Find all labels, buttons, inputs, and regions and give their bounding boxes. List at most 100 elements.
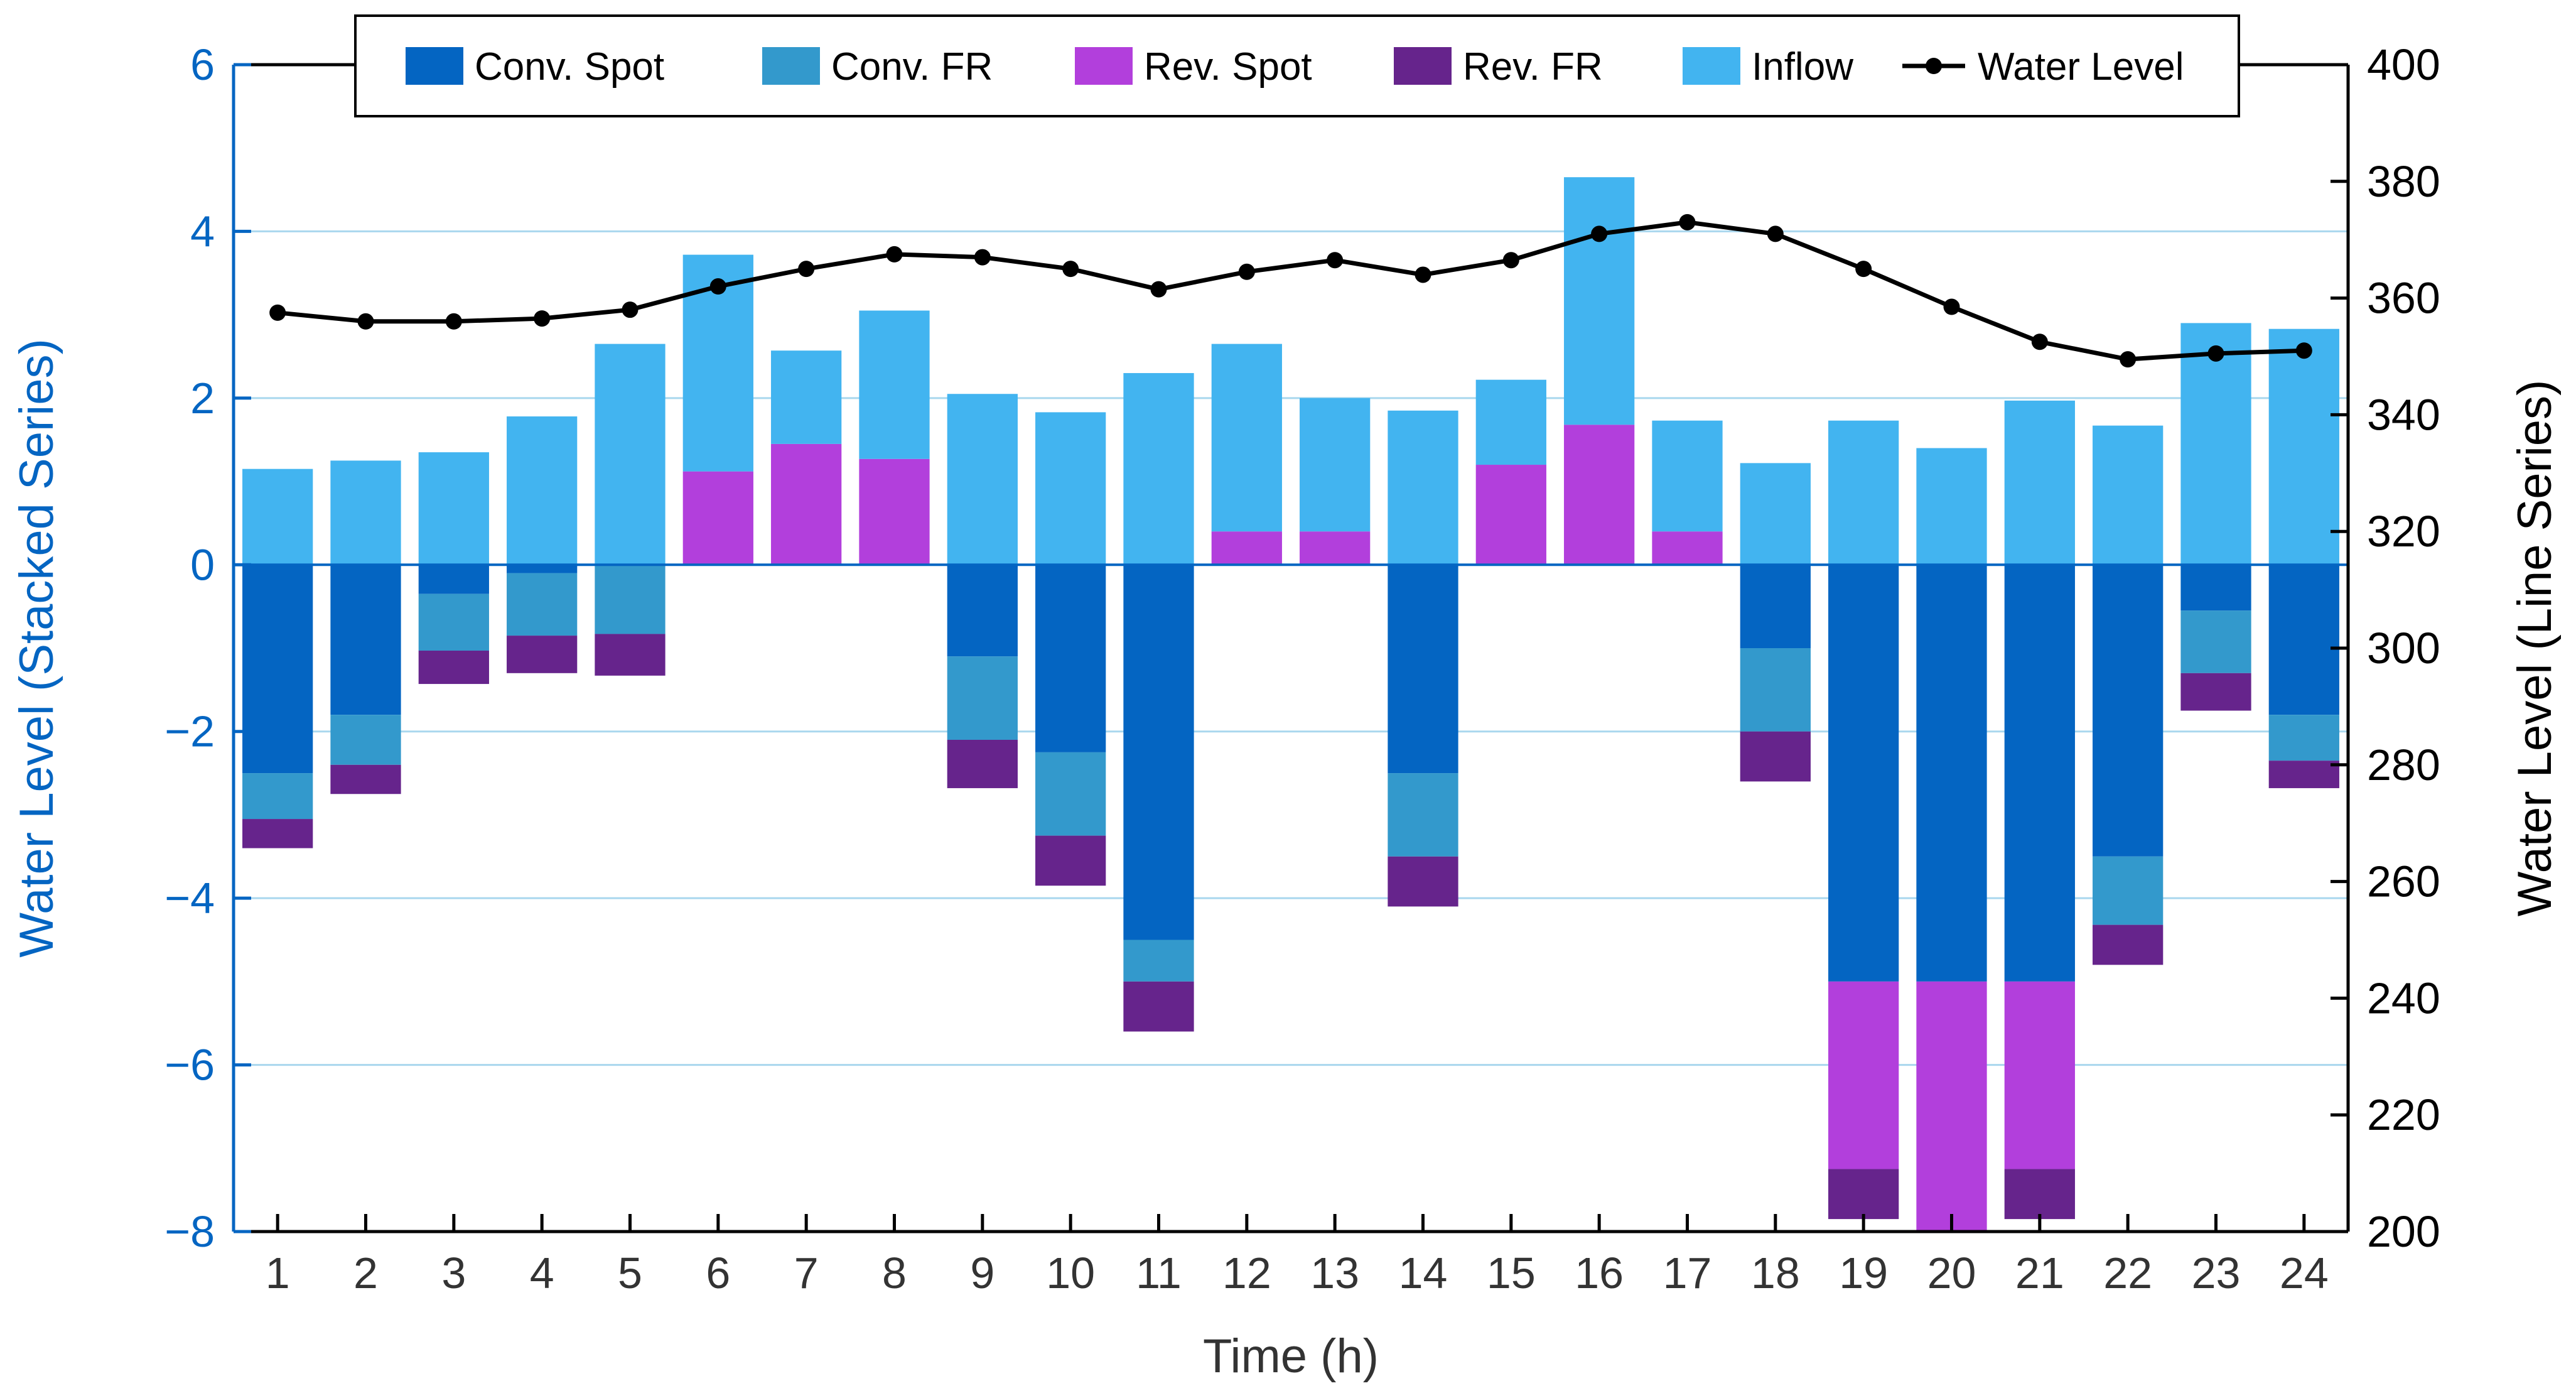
right-axis-title: Water Level (Line Series) xyxy=(2508,380,2562,917)
x-tick-label: 24 xyxy=(2280,1249,2329,1298)
water-level-line xyxy=(269,214,2312,368)
x-tick-label: 23 xyxy=(2192,1249,2241,1298)
bar-conv-spoth18-neg xyxy=(1740,565,1811,648)
bar-rev-frh10-neg xyxy=(1035,835,1106,886)
bar-rev-spoth12 xyxy=(1211,531,1282,565)
legend-swatch-4 xyxy=(1683,47,1740,85)
bar-conv-frh22-neg xyxy=(2093,856,2164,925)
bar-rev-spoth20-neg xyxy=(1916,981,1987,1232)
right-tick-label: 280 xyxy=(2367,740,2440,789)
legend-label-0: Conv. Spot xyxy=(475,45,664,89)
bar-conv-spoth3-neg xyxy=(418,565,489,594)
bar-inflowh4 xyxy=(507,416,578,565)
bar-inflowh20 xyxy=(1916,448,1987,565)
right-tick-label: 260 xyxy=(2367,857,2440,906)
x-tick-label: 9 xyxy=(970,1249,994,1298)
right-tick-label: 380 xyxy=(2367,157,2440,206)
bar-rev-frh24-neg xyxy=(2268,761,2339,788)
legend-swatch-2 xyxy=(1075,47,1133,85)
bar-rev-spoth6 xyxy=(682,471,753,565)
water-level-polyline xyxy=(277,220,2304,362)
bar-conv-frh9-neg xyxy=(947,656,1018,740)
legend-label-5: Water Level xyxy=(1978,45,2184,89)
bar-rev-spoth16 xyxy=(1564,425,1635,565)
left-tick-label: 0 xyxy=(190,540,215,589)
bar-rev-frh3-neg xyxy=(418,650,489,685)
x-tick-label: 10 xyxy=(1046,1249,1095,1298)
bar-rev-frh19-neg xyxy=(1828,1169,1899,1220)
bar-conv-spoth20-neg xyxy=(1916,565,1987,982)
water-level-point-10 xyxy=(1062,261,1079,278)
bar-inflowh23 xyxy=(2180,323,2251,565)
left-tick-label: 4 xyxy=(190,207,215,256)
bar-conv-spoth2-neg xyxy=(330,565,401,715)
left-tick-label: −4 xyxy=(164,874,215,923)
bar-inflowh11 xyxy=(1123,373,1194,565)
left-tick-label: 6 xyxy=(190,40,215,89)
bar-inflowh10 xyxy=(1035,412,1106,565)
bar-rev-frh4-neg xyxy=(507,636,578,673)
left-tick-label: −8 xyxy=(164,1207,215,1256)
water-level-point-13 xyxy=(1327,252,1344,269)
bar-conv-spoth22-neg xyxy=(2093,565,2164,857)
water-level-point-14 xyxy=(1415,266,1431,283)
water-level-point-15 xyxy=(1502,252,1519,269)
x-tick-label: 3 xyxy=(441,1249,466,1298)
bar-conv-spoth10-neg xyxy=(1035,565,1106,752)
water-level-point-5 xyxy=(622,301,639,318)
legend-label-3: Rev. FR xyxy=(1463,45,1603,89)
left-tick-label: 2 xyxy=(190,374,215,423)
x-tick-label: 8 xyxy=(882,1249,907,1298)
bar-rev-frh18-neg xyxy=(1740,731,1811,782)
bar-rev-spoth19-neg xyxy=(1828,981,1899,1169)
water-level-point-3 xyxy=(445,313,462,330)
bar-conv-spoth9-neg xyxy=(947,565,1018,657)
right-tick-label: 360 xyxy=(2367,274,2440,323)
bar-inflowh8 xyxy=(859,310,930,459)
bar-conv-spoth23-neg xyxy=(2180,565,2251,611)
bar-conv-spoth1-neg xyxy=(242,565,313,774)
bar-conv-frh1-neg xyxy=(242,773,313,820)
bar-inflowh3 xyxy=(418,452,489,565)
bar-inflowh5 xyxy=(595,344,666,565)
water-level-point-12 xyxy=(1238,263,1255,280)
x-tick-label: 15 xyxy=(1487,1249,1536,1298)
x-tick-label: 18 xyxy=(1751,1249,1800,1298)
x-tick-label: 11 xyxy=(1136,1249,1182,1298)
water-level-point-11 xyxy=(1150,281,1167,298)
bar-inflowh17 xyxy=(1652,420,1723,532)
bar-conv-frh11-neg xyxy=(1123,940,1194,982)
bar-inflowh13 xyxy=(1300,398,1371,532)
bar-conv-frh10-neg xyxy=(1035,752,1106,836)
bar-rev-frh1-neg xyxy=(242,819,313,848)
bar-rev-frh21-neg xyxy=(2004,1169,2075,1220)
water-level-point-18 xyxy=(1767,225,1784,242)
bar-inflowh18 xyxy=(1740,463,1811,565)
legend: Conv. Spot Conv. FR Rev. Spot Rev. FR Inflow… xyxy=(354,14,2240,117)
x-tick-label: 6 xyxy=(706,1249,730,1298)
legend-line-marker xyxy=(1926,58,1942,74)
x-tick-label: 19 xyxy=(1839,1249,1888,1298)
bar-inflowh15 xyxy=(1475,379,1546,465)
water-level-point-7 xyxy=(798,261,815,278)
bar-conv-frh24-neg xyxy=(2268,715,2339,761)
bar-inflowh14 xyxy=(1388,410,1458,565)
bar-conv-spoth14-neg xyxy=(1388,565,1458,774)
bar-rev-frh14-neg xyxy=(1388,856,1458,907)
legend-label-4: Inflow xyxy=(1752,45,1853,89)
x-tick-label: 7 xyxy=(794,1249,819,1298)
water-level-point-6 xyxy=(709,278,726,295)
right-tick-label: 300 xyxy=(2367,624,2440,673)
right-tick-label: 200 xyxy=(2367,1207,2440,1256)
bar-rev-frh23-neg xyxy=(2180,673,2251,711)
x-tick-label: 22 xyxy=(2103,1249,2152,1298)
water-level-point-21 xyxy=(2031,333,2048,350)
bar-rev-spoth21-neg xyxy=(2004,981,2075,1169)
water-level-point-22 xyxy=(2120,351,2137,368)
water-level-point-8 xyxy=(886,246,903,263)
bar-conv-frh3-neg xyxy=(418,593,489,651)
right-tick-label: 340 xyxy=(2367,390,2440,439)
water-level-point-9 xyxy=(974,249,991,266)
legend-label-1: Conv. FR xyxy=(831,45,993,89)
bar-inflowh21 xyxy=(2004,400,2075,565)
